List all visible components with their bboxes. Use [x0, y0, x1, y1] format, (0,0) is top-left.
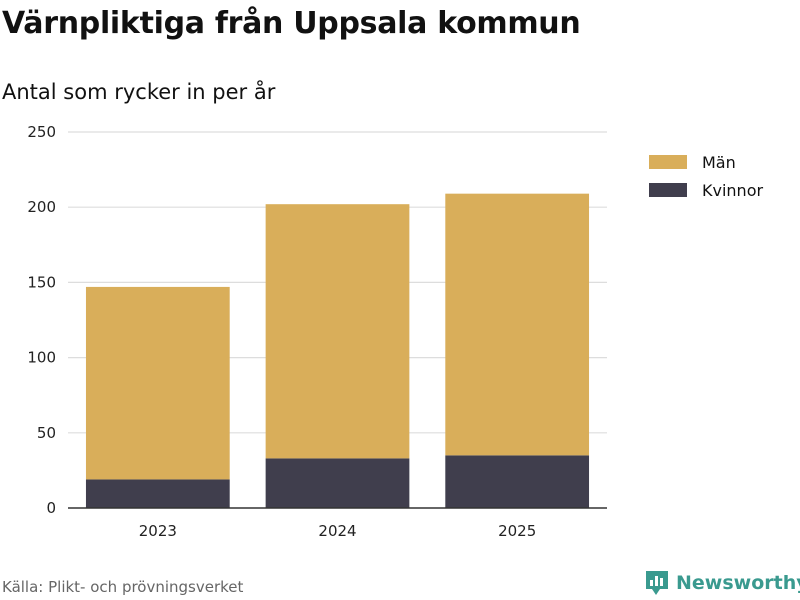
bar-man-2023: [85, 286, 230, 480]
bar-man-2024: [265, 204, 410, 459]
x-tick-label-2025: 2025: [498, 522, 536, 540]
y-tick-label-0: 0: [46, 499, 56, 517]
bar-man-2025: [445, 193, 590, 456]
y-tick-label-100: 100: [27, 349, 56, 367]
y-tick-label-200: 200: [27, 198, 56, 216]
legend-label-man: Män: [702, 152, 736, 172]
y-tick-label-150: 150: [27, 273, 56, 291]
legend-label-kvinnor: Kvinnor: [702, 180, 764, 200]
x-tick-label-2024: 2024: [318, 522, 356, 540]
brand-name: Newsworthy: [676, 572, 800, 594]
x-tick-label-2023: 2023: [139, 522, 177, 540]
bar-kvinnor-2023: [85, 479, 230, 508]
source-note: Källa: Plikt- och prövningsverket: [2, 578, 244, 596]
legend-item-man: Män: [649, 148, 763, 176]
bar-kvinnor-2025: [445, 455, 590, 508]
legend-item-kvinnor: Kvinnor: [649, 176, 763, 204]
legend-swatch-man: [649, 155, 687, 169]
newsworthy-logo-icon: [646, 571, 668, 595]
newsworthy-logo: Newsworthy: [644, 569, 800, 597]
bar-kvinnor-2024: [265, 458, 410, 508]
legend: Män Kvinnor: [649, 148, 763, 204]
legend-swatch-kvinnor: [649, 183, 687, 197]
y-tick-label-50: 50: [37, 424, 56, 442]
y-tick-label-250: 250: [27, 123, 56, 141]
chart-title: Värnpliktiga från Uppsala kommun: [2, 6, 581, 41]
chart-subtitle: Antal som rycker in per år: [2, 80, 276, 104]
